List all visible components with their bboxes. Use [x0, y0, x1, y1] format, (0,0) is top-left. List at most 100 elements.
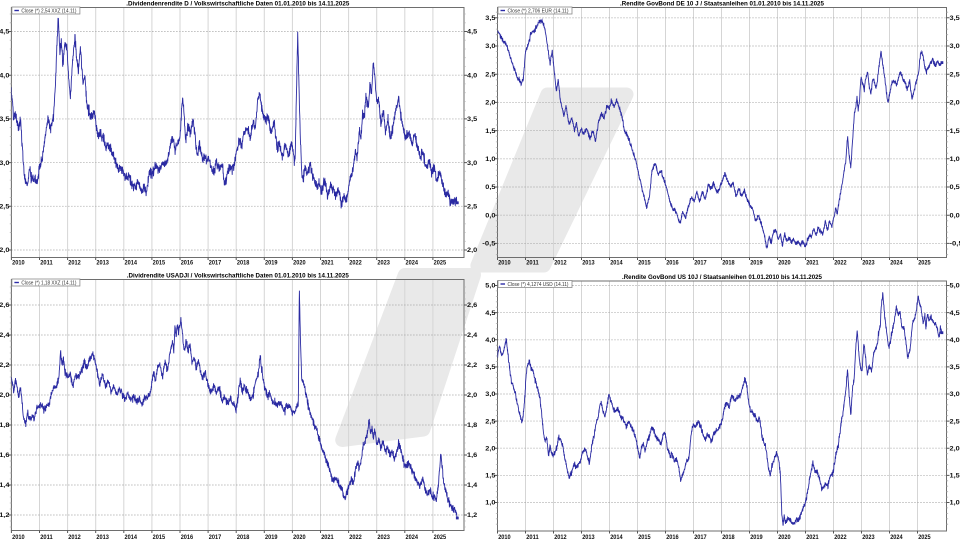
svg-text:2023: 2023 — [377, 260, 390, 267]
svg-text:2014: 2014 — [610, 534, 623, 540]
svg-text:1,6: 1,6 — [0, 452, 10, 459]
svg-text:2015: 2015 — [638, 534, 651, 540]
svg-text:2025: 2025 — [918, 260, 931, 267]
svg-text:2011: 2011 — [40, 534, 53, 540]
svg-text:3,5: 3,5 — [485, 15, 496, 22]
svg-text:2012: 2012 — [554, 534, 567, 540]
svg-text:1,2: 1,2 — [0, 512, 10, 519]
svg-text:2013: 2013 — [582, 534, 595, 540]
svg-text:2017: 2017 — [209, 534, 222, 540]
svg-text:Close (*) 1,18 XXZ (14.11): Close (*) 1,18 XXZ (14.11) — [21, 280, 76, 286]
svg-text:1,0: 1,0 — [950, 500, 960, 507]
svg-text:-0,5: -0,5 — [950, 241, 960, 248]
svg-text:3,0: 3,0 — [485, 391, 496, 398]
svg-text:0,0: 0,0 — [950, 212, 960, 219]
svg-text:1,8: 1,8 — [467, 422, 478, 429]
svg-text:2011: 2011 — [40, 260, 53, 267]
svg-text:1,8: 1,8 — [0, 422, 10, 429]
svg-text:.Rendite GovBond DE 10 J / Sta: .Rendite GovBond DE 10 J / Staatsanleihe… — [620, 0, 824, 7]
svg-text:2017: 2017 — [694, 534, 707, 540]
svg-text:2,0: 2,0 — [485, 100, 496, 107]
svg-text:2,0: 2,0 — [0, 247, 10, 254]
svg-text:2024: 2024 — [406, 260, 419, 267]
svg-text:3,5: 3,5 — [950, 15, 960, 22]
svg-text:2019: 2019 — [750, 260, 763, 267]
svg-text:2,5: 2,5 — [485, 418, 496, 425]
svg-text:Close (*) 2,54 XXZ (14.11): Close (*) 2,54 XXZ (14.11) — [21, 8, 76, 14]
svg-text:2017: 2017 — [209, 260, 222, 267]
svg-text:2013: 2013 — [582, 260, 595, 267]
svg-text:2016: 2016 — [666, 260, 679, 267]
svg-text:4,0: 4,0 — [0, 72, 10, 79]
svg-text:2017: 2017 — [694, 260, 707, 267]
svg-text:3,5: 3,5 — [485, 364, 496, 371]
svg-text:2019: 2019 — [265, 534, 278, 540]
svg-text:2022: 2022 — [349, 534, 362, 540]
svg-text:2014: 2014 — [125, 260, 138, 267]
svg-text:2021: 2021 — [806, 260, 819, 267]
svg-text:4,0: 4,0 — [467, 72, 478, 79]
svg-text:2,6: 2,6 — [0, 302, 10, 309]
svg-text:2022: 2022 — [834, 260, 847, 267]
svg-text:2022: 2022 — [834, 534, 847, 540]
svg-text:1,4: 1,4 — [0, 482, 10, 489]
svg-text:2015: 2015 — [638, 260, 651, 267]
svg-text:4,5: 4,5 — [0, 29, 10, 36]
svg-text:0,5: 0,5 — [950, 184, 960, 191]
svg-text:1,4: 1,4 — [467, 482, 478, 489]
svg-text:2,4: 2,4 — [467, 332, 478, 339]
svg-text:2022: 2022 — [349, 260, 362, 267]
svg-text:2,0: 2,0 — [467, 247, 478, 254]
svg-text:4,5: 4,5 — [950, 310, 960, 317]
svg-text:2011: 2011 — [526, 260, 539, 267]
svg-text:2018: 2018 — [722, 260, 735, 267]
svg-text:2012: 2012 — [68, 260, 81, 267]
svg-text:5,0: 5,0 — [485, 283, 496, 290]
svg-text:2010: 2010 — [12, 534, 25, 540]
svg-text:1,2: 1,2 — [467, 512, 478, 519]
svg-text:1,0: 1,0 — [950, 156, 960, 163]
svg-text:2024: 2024 — [406, 534, 419, 540]
svg-text:3,5: 3,5 — [467, 116, 478, 123]
svg-text:2018: 2018 — [722, 534, 735, 540]
svg-text:.Rendite GovBond US 10J / Staa: .Rendite GovBond US 10J / Staatsanleihen… — [622, 274, 822, 281]
svg-text:4,0: 4,0 — [950, 337, 960, 344]
svg-text:1,5: 1,5 — [485, 473, 496, 480]
svg-text:2019: 2019 — [750, 534, 763, 540]
svg-text:2,0: 2,0 — [950, 100, 960, 107]
svg-text:2,0: 2,0 — [950, 445, 960, 452]
svg-text:3,0: 3,0 — [467, 160, 478, 167]
svg-text:2024: 2024 — [890, 534, 903, 540]
svg-text:2020: 2020 — [778, 260, 791, 267]
svg-text:2018: 2018 — [237, 260, 250, 267]
svg-text:2023: 2023 — [862, 260, 875, 267]
svg-text:2,5: 2,5 — [950, 418, 960, 425]
svg-text:1,5: 1,5 — [485, 128, 496, 135]
svg-text:2010: 2010 — [12, 260, 25, 267]
svg-text:1,5: 1,5 — [950, 128, 960, 135]
svg-text:2,2: 2,2 — [467, 362, 478, 369]
svg-text:3,5: 3,5 — [0, 116, 10, 123]
svg-text:1,0: 1,0 — [485, 500, 496, 507]
svg-text:4,5: 4,5 — [485, 310, 496, 317]
svg-text:2020: 2020 — [293, 534, 306, 540]
svg-text:2,5: 2,5 — [467, 204, 478, 211]
svg-text:2,0: 2,0 — [485, 445, 496, 452]
svg-text:2010: 2010 — [498, 260, 511, 267]
svg-text:2012: 2012 — [68, 534, 81, 540]
svg-text:2010: 2010 — [498, 534, 511, 540]
svg-text:0,5: 0,5 — [485, 184, 496, 191]
svg-text:2011: 2011 — [526, 534, 539, 540]
svg-text:2,5: 2,5 — [485, 71, 496, 78]
svg-text:2021: 2021 — [321, 260, 334, 267]
svg-text:2,4: 2,4 — [0, 332, 10, 339]
svg-text:2,0: 2,0 — [0, 392, 10, 399]
svg-text:2025: 2025 — [434, 534, 447, 540]
svg-text:2016: 2016 — [181, 534, 194, 540]
svg-text:2023: 2023 — [377, 534, 390, 540]
svg-text:2016: 2016 — [666, 534, 679, 540]
svg-text:3,0: 3,0 — [485, 43, 496, 50]
svg-text:-0,5: -0,5 — [482, 241, 496, 248]
svg-text:2,6: 2,6 — [467, 302, 478, 309]
svg-text:2018: 2018 — [237, 534, 250, 540]
